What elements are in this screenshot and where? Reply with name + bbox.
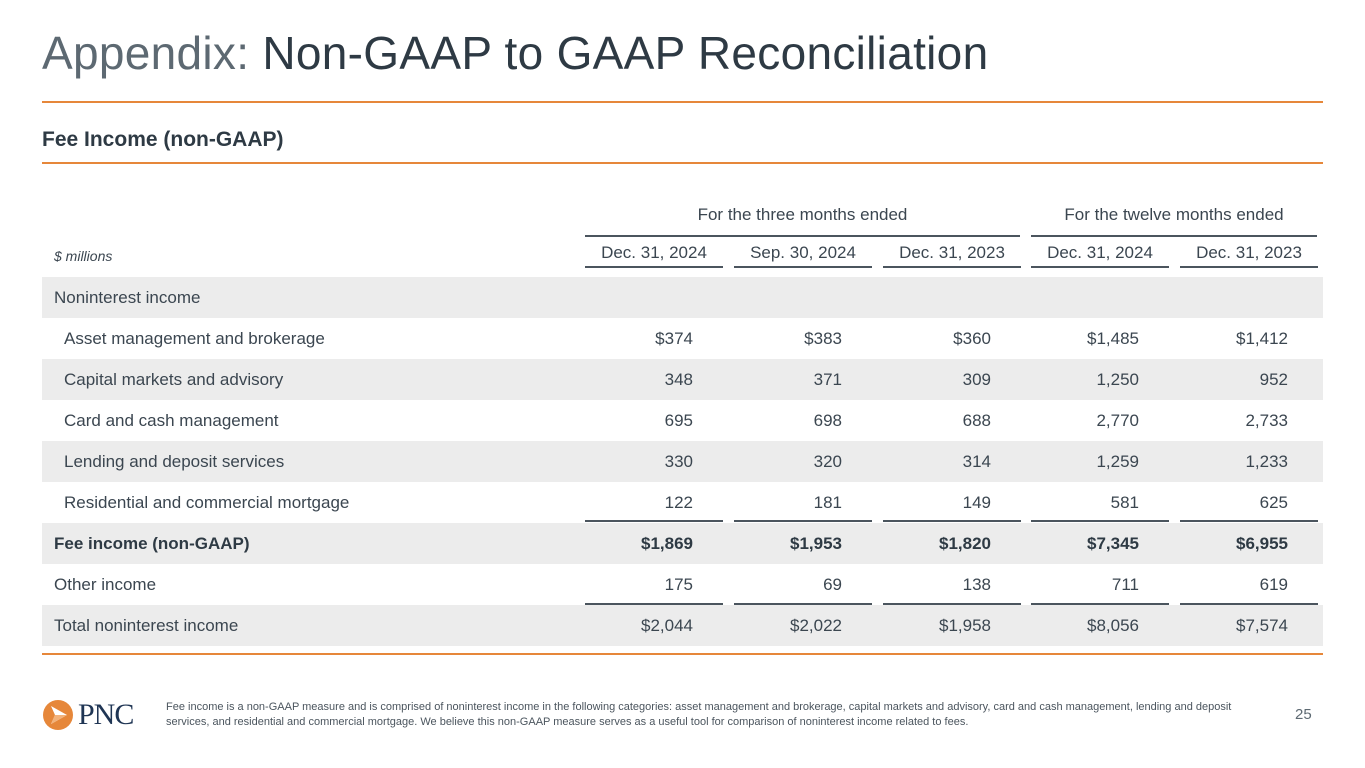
value-cell [1180, 277, 1318, 318]
table-bottom-divider [42, 653, 1323, 655]
value-cell: $7,345 [1087, 534, 1139, 553]
value-cell: 309 [962, 370, 991, 389]
footnote: Fee income is a non-GAAP measure and is … [166, 701, 1232, 728]
column-header: Dec. 31, 2023 [899, 243, 1005, 262]
value-cell: 1,233 [1245, 452, 1288, 471]
pnc-logo-icon [43, 700, 73, 730]
row-label: Residential and commercial mortgage [64, 493, 350, 512]
group-underline [1031, 235, 1317, 237]
page-number: 25 [1295, 706, 1312, 723]
value-cell: $383 [804, 329, 842, 348]
column-header: Sep. 30, 2024 [750, 243, 856, 262]
table-row: Noninterest income [42, 277, 1323, 318]
row-label: Noninterest income [54, 288, 201, 307]
table-row: Asset management and brokerage $374 $383 $3… [42, 318, 1323, 359]
row-label: Asset management and brokerage [64, 329, 325, 348]
value-cell: 625 [1259, 493, 1288, 512]
value-cell: 1,250 [1096, 370, 1139, 389]
units-label: $ millions [54, 248, 113, 264]
row-label: Other income [54, 575, 157, 594]
pnc-logo: PNC [42, 698, 134, 732]
value-cell: 348 [664, 370, 693, 389]
value-cell: $1,958 [939, 616, 991, 635]
table-row: Total noninterest income $2,044 $2,022 $1,9… [42, 605, 1323, 646]
value-cell: 619 [1259, 575, 1288, 594]
value-cell: 695 [664, 411, 693, 430]
table-row: Other income 175 69 138 711 619 [42, 564, 1323, 605]
column-rule [585, 603, 723, 605]
title-divider [42, 101, 1323, 103]
subtitle-divider [42, 162, 1323, 164]
value-cell: 371 [813, 370, 842, 389]
row-label: Fee income (non-GAAP) [54, 534, 250, 553]
column-rule [883, 266, 1021, 268]
value-cell [883, 277, 1021, 318]
group-header-three-months: For the three months ended [697, 205, 908, 224]
value-cell: 314 [962, 452, 991, 471]
column-rule [1031, 266, 1169, 268]
pnc-logo-text: PNC [78, 698, 134, 731]
value-cell: 149 [962, 493, 991, 512]
value-cell: 320 [813, 452, 842, 471]
value-cell: 2,770 [1096, 411, 1139, 430]
table-row: Capital markets and advisory 348 371 309 1,2… [42, 359, 1323, 400]
column-rule [883, 603, 1021, 605]
column-rule [734, 603, 872, 605]
value-cell [1031, 277, 1169, 318]
value-cell: $6,955 [1236, 534, 1288, 553]
value-cell [734, 277, 872, 318]
value-cell: 122 [664, 493, 693, 512]
value-cell: $1,953 [790, 534, 842, 553]
value-cell: 138 [962, 575, 991, 594]
value-cell: 952 [1259, 370, 1288, 389]
value-cell: $374 [655, 329, 693, 348]
value-cell: $2,044 [641, 616, 693, 635]
column-rule [1180, 266, 1318, 268]
row-label: Lending and deposit services [64, 452, 285, 471]
value-cell: $7,574 [1236, 616, 1288, 635]
group-underline [585, 235, 1020, 237]
value-cell: $1,820 [939, 534, 991, 553]
value-cell: $1,412 [1236, 329, 1288, 348]
row-label: Capital markets and advisory [64, 370, 284, 389]
section-subtitle: Fee Income (non-GAAP) [42, 128, 284, 151]
value-cell: $1,869 [641, 534, 693, 553]
column-rule [1180, 603, 1318, 605]
value-cell: 330 [664, 452, 693, 471]
column-header: Dec. 31, 2023 [1196, 243, 1302, 262]
group-header-twelve-months: For the twelve months ended [1064, 205, 1284, 224]
value-cell: 581 [1110, 493, 1139, 512]
row-label: Card and cash management [64, 411, 279, 430]
column-rule [1180, 520, 1318, 522]
table-row: Lending and deposit services 330 320 314 1,2… [42, 441, 1323, 482]
table-row: Residential and commercial mortgage 122 18… [42, 482, 1323, 523]
table-row: Fee income (non-GAAP) $1,869 $1,953 $1,820 $… [42, 523, 1323, 564]
value-cell: 69 [823, 575, 842, 594]
value-cell: 1,259 [1096, 452, 1139, 471]
value-cell: 181 [813, 493, 842, 512]
column-rule [585, 520, 723, 522]
column-rule [585, 266, 723, 268]
value-cell: 688 [962, 411, 991, 430]
value-cell [585, 277, 723, 318]
value-cell: $1,485 [1087, 329, 1139, 348]
column-rule [734, 266, 872, 268]
value-cell: $8,056 [1087, 616, 1139, 635]
value-cell: 2,733 [1245, 411, 1288, 430]
value-cell: 698 [813, 411, 842, 430]
value-cell: $2,022 [790, 616, 842, 635]
value-cell: $360 [953, 329, 991, 348]
column-rule [1031, 520, 1169, 522]
page-title: Appendix: Non-GAAP to GAAP Reconciliatio… [42, 27, 989, 79]
table-row: Card and cash management 695 698 688 2,770 2,… [42, 400, 1323, 441]
value-cell: 711 [1111, 575, 1139, 594]
column-rule [1031, 603, 1169, 605]
column-header: Dec. 31, 2024 [601, 243, 707, 262]
column-rule [883, 520, 1021, 522]
row-label: Total noninterest income [54, 616, 239, 635]
column-header: Dec. 31, 2024 [1047, 243, 1153, 262]
column-rule [734, 520, 872, 522]
value-cell: 175 [664, 575, 693, 594]
